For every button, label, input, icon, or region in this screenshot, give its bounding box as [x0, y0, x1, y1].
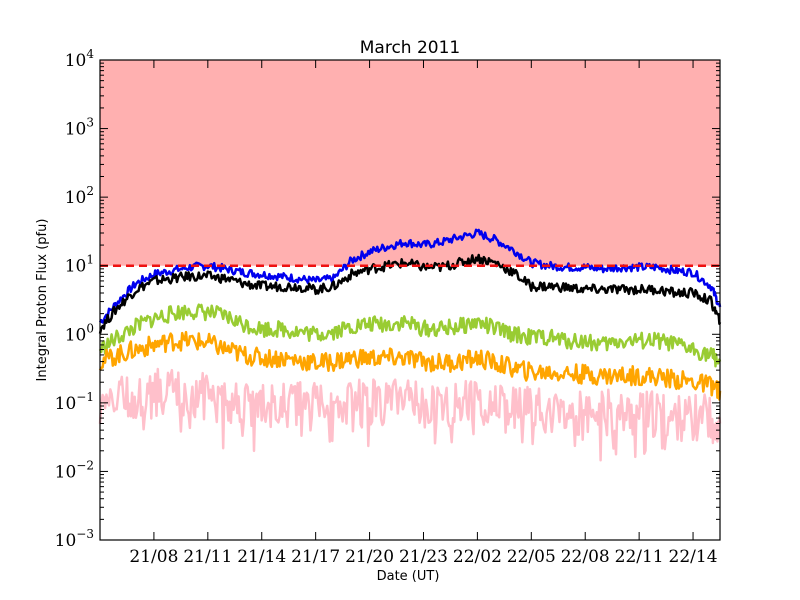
x-tick-label: 21/23	[399, 547, 448, 567]
series-line-4	[98, 330, 722, 401]
y-tick-label: 101	[65, 253, 94, 277]
y-tick-label: 103	[65, 116, 94, 140]
alert-shaded-region	[100, 60, 720, 266]
chart-title: March 2011	[360, 38, 461, 58]
y-tick-exponent: 1	[86, 253, 94, 267]
y-tick-base: 10	[65, 188, 87, 208]
plot-area	[100, 60, 720, 266]
x-axis-label: Date (UT)	[377, 569, 440, 584]
y-tick-label: 10−3	[55, 527, 94, 551]
y-tick-exponent: −3	[76, 527, 94, 541]
y-axis-label: Integral Proton Flux (pfu)	[35, 219, 50, 382]
x-tick-label: 21/17	[291, 547, 340, 567]
y-tick-base: 10	[65, 257, 87, 277]
series-line-3	[98, 303, 722, 368]
series-line-5	[98, 367, 722, 462]
y-tick-base: 10	[55, 531, 77, 551]
y-tick-exponent: −1	[76, 390, 94, 404]
series-layer	[98, 228, 722, 462]
x-tick-label: 22/14	[669, 547, 718, 567]
y-tick-exponent: 0	[86, 321, 94, 335]
x-tick-label: 21/08	[129, 547, 178, 567]
y-tick-label: 102	[65, 184, 94, 208]
y-tick-label: 10−1	[55, 390, 94, 414]
y-tick-label: 10−2	[55, 458, 94, 482]
x-tick-label: 21/11	[183, 547, 232, 567]
plot-frame	[99, 59, 721, 541]
y-tick-exponent: −2	[76, 458, 94, 472]
y-tick-base: 10	[65, 51, 87, 71]
y-tick-base: 10	[65, 325, 87, 345]
x-tick-label: 22/05	[507, 547, 556, 567]
y-tick-label: 100	[65, 321, 94, 345]
x-tick-label: 21/20	[345, 547, 394, 567]
y-tick-label: 104	[65, 47, 95, 71]
y-tick-exponent: 4	[86, 47, 94, 61]
x-tick-label: 22/02	[453, 547, 502, 567]
x-tick-label: 22/08	[561, 547, 610, 567]
y-tick-base: 10	[65, 120, 87, 140]
x-tick-label: 22/11	[615, 547, 664, 567]
y-tick-exponent: 2	[86, 184, 94, 198]
y-tick-base: 10	[55, 394, 77, 414]
y-tick-base: 10	[55, 462, 77, 482]
x-tick-label: 21/14	[237, 547, 286, 567]
y-tick-exponent: 3	[86, 116, 94, 130]
